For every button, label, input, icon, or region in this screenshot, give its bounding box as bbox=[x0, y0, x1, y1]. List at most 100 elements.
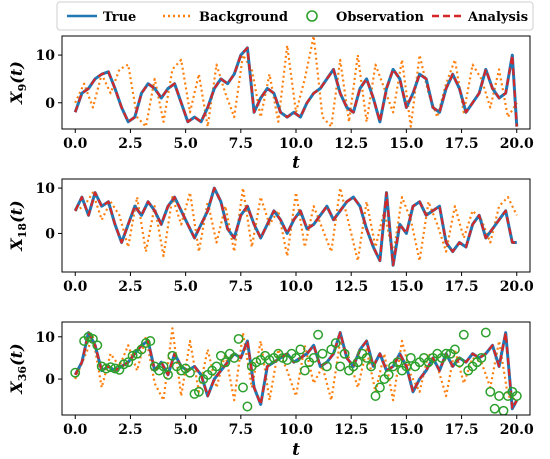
y-tick-label: 0 bbox=[45, 226, 55, 242]
legend-label-analysis: Analysis bbox=[467, 10, 528, 25]
legend-entry-observation: Observation bbox=[306, 10, 424, 25]
observation-point bbox=[238, 382, 248, 393]
legend: True Background Observation Analysis bbox=[56, 1, 534, 31]
series-analysis-line bbox=[74, 46, 518, 127]
series-background-line bbox=[74, 327, 518, 402]
y-axis-label: X9(t) bbox=[7, 61, 29, 105]
y-tick-label: 0 bbox=[45, 96, 55, 112]
x-tick-label: 7.5 bbox=[229, 279, 253, 295]
x-tick-label: 17.5 bbox=[445, 136, 479, 152]
x-tick-label: 12.5 bbox=[334, 422, 368, 438]
x-tick-label: 2.5 bbox=[118, 279, 142, 295]
x-tick-label: 20.0 bbox=[500, 422, 534, 438]
observation-point bbox=[242, 401, 253, 412]
x-tick-label: 0.0 bbox=[63, 422, 88, 438]
x-tick-label: 15.0 bbox=[389, 136, 423, 152]
observation-point bbox=[299, 365, 310, 376]
observation-point bbox=[313, 329, 324, 340]
observation-point bbox=[308, 352, 319, 363]
legend-swatch-observation bbox=[306, 10, 318, 22]
observation-point bbox=[383, 369, 394, 380]
x-tick-label: 7.5 bbox=[229, 136, 253, 152]
x-tick-label: 12.5 bbox=[334, 136, 368, 152]
legend-label-background: Background bbox=[199, 10, 288, 25]
legend-entry-background: Background bbox=[163, 10, 288, 25]
x-axis-label: t bbox=[292, 153, 300, 173]
observation-point bbox=[158, 361, 169, 372]
observation-point bbox=[441, 348, 452, 359]
observation-point bbox=[185, 367, 195, 378]
observation-point bbox=[193, 386, 204, 397]
x-tick-label: 2.5 bbox=[118, 136, 142, 152]
panel-2: 0.0 2.5 5.0 7.5 10.0 12.5 15.0 17.5 20.0 0 10 X18(t… bbox=[7, 178, 534, 295]
observation-point bbox=[339, 348, 350, 359]
observation-point bbox=[335, 361, 346, 372]
x-tick-label: 20.0 bbox=[500, 136, 534, 152]
observation-point bbox=[454, 357, 465, 368]
observation-point bbox=[485, 386, 496, 397]
legend-entry-true: True bbox=[67, 10, 136, 25]
observation-point bbox=[295, 344, 306, 355]
observation-point bbox=[229, 352, 240, 363]
x-tick-label: 17.5 bbox=[445, 422, 479, 438]
legend-label-true: True bbox=[103, 10, 136, 25]
plot-area bbox=[70, 327, 522, 415]
panel-1: 0.0 2.5 5.0 7.5 10.0 12.5 15.0 17.5 20.0 0 10 X9(t)… bbox=[7, 35, 534, 173]
x-tick-label: 0.0 bbox=[63, 279, 88, 295]
observation-point bbox=[352, 357, 363, 368]
observation-point bbox=[476, 352, 487, 363]
observation-point bbox=[291, 352, 301, 363]
observation-point bbox=[92, 340, 103, 351]
x-axis-label: t bbox=[292, 440, 300, 459]
observation-point bbox=[458, 329, 469, 340]
observation-point bbox=[494, 391, 505, 401]
x-tick-label: 5.0 bbox=[173, 136, 198, 152]
y-tick-label: 0 bbox=[45, 372, 55, 388]
x-tick-label: 0.0 bbox=[63, 136, 88, 152]
series-background-line bbox=[74, 187, 518, 262]
x-tick-label: 10.0 bbox=[279, 422, 313, 438]
observation-point bbox=[317, 348, 328, 359]
observation-point bbox=[220, 357, 231, 368]
observation-point bbox=[215, 350, 226, 361]
x-tick-label: 10.0 bbox=[279, 279, 313, 295]
observation-point bbox=[511, 391, 522, 401]
observation-point bbox=[405, 352, 416, 363]
y-tick-label: 10 bbox=[36, 48, 56, 64]
observation-point bbox=[321, 361, 332, 372]
legend-entry-analysis: Analysis bbox=[432, 10, 528, 25]
observation-point bbox=[480, 327, 491, 338]
observation-point bbox=[233, 333, 244, 344]
observation-point bbox=[361, 352, 372, 363]
observation-point bbox=[163, 369, 173, 380]
x-tick-label: 10.0 bbox=[279, 136, 313, 152]
y-tick-label: 10 bbox=[36, 330, 56, 346]
y-tick-label: 10 bbox=[36, 181, 56, 197]
plot-area bbox=[73, 36, 519, 128]
observation-point bbox=[330, 338, 341, 349]
x-tick-label: 20.0 bbox=[500, 279, 534, 295]
x-tick-label: 5.0 bbox=[173, 279, 198, 295]
observation-point bbox=[366, 361, 377, 372]
observation-point bbox=[449, 344, 460, 355]
observation-point bbox=[70, 367, 81, 378]
observation-point bbox=[498, 405, 509, 415]
observation-point bbox=[110, 363, 120, 374]
observation-point bbox=[127, 350, 138, 361]
observation-point bbox=[489, 403, 500, 414]
x-tick-label: 15.0 bbox=[389, 422, 423, 438]
legend-label-observation: Observation bbox=[336, 10, 424, 25]
series-analysis-line bbox=[74, 187, 517, 267]
x-tick-label: 2.5 bbox=[118, 422, 142, 438]
x-tick-label: 5.0 bbox=[173, 422, 198, 438]
observation-point bbox=[211, 361, 222, 372]
x-tick-label: 15.0 bbox=[389, 279, 423, 295]
y-axis-label: X18(t) bbox=[7, 200, 29, 251]
observation-point bbox=[370, 391, 381, 401]
observation-point bbox=[167, 350, 178, 361]
observation-point bbox=[145, 336, 156, 346]
observation-point bbox=[374, 382, 385, 393]
x-tick-label: 12.5 bbox=[334, 279, 368, 295]
plot-area bbox=[73, 186, 518, 267]
